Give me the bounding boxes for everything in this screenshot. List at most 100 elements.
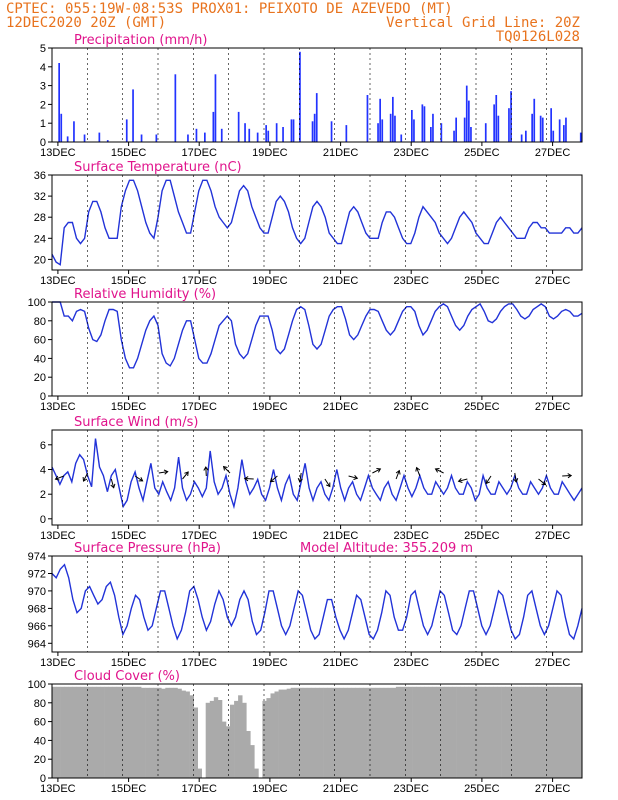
precip-bar <box>345 125 348 142</box>
cloud-bar <box>286 688 292 778</box>
cloud-bar <box>246 731 251 778</box>
header-model: TQ0126L028 <box>496 29 580 45</box>
cloud-bar <box>294 687 300 778</box>
precip-bar <box>275 123 278 142</box>
cloud-bar <box>557 686 563 778</box>
y-tick-label: 20 <box>34 754 46 766</box>
cloud-bar <box>185 691 190 778</box>
header-grid-line: Vertical Grid Line: 20Z <box>386 15 580 31</box>
precip-bar <box>550 108 552 142</box>
x-tick-label: 27DEC <box>535 783 571 795</box>
x-tick-label: 25DEC <box>464 530 500 542</box>
cloud-bar <box>569 686 575 778</box>
cloud-bar <box>565 686 571 778</box>
y-tick-label: 60 <box>34 335 46 347</box>
wind-arrow <box>372 468 382 474</box>
precip-bar <box>106 140 109 142</box>
x-tick-label: 27DEC <box>535 657 571 669</box>
precip-bar <box>212 111 215 142</box>
precip-bar <box>525 130 527 142</box>
x-tick-label: 15DEC <box>111 530 147 542</box>
precip-bar <box>292 119 295 142</box>
cloud-bar <box>513 686 518 778</box>
cloud-bar <box>120 686 126 778</box>
precip-bar <box>430 127 432 142</box>
cloud-bar <box>387 687 393 778</box>
cloud-bar <box>464 686 470 778</box>
cloud-bar <box>310 687 316 778</box>
cloud-bar <box>578 686 583 778</box>
panel-precipitation: 0 1 2 3 4 5 13DEC 15DEC 17DEC 19DEC 21DEC 23DEC 25DE… <box>40 33 583 159</box>
cloud-bar <box>128 686 134 778</box>
precip-bar <box>411 110 413 142</box>
precip-bar <box>220 128 223 142</box>
precip-bar <box>541 117 544 142</box>
cloud-bar <box>561 686 567 778</box>
cloud-bar <box>68 686 73 778</box>
pressure-frame <box>51 555 583 653</box>
humidity-series-line <box>52 301 583 369</box>
y-tick-label: 974 <box>28 551 46 563</box>
precip-bar <box>83 134 86 142</box>
y-tick-label: 0 <box>40 137 46 149</box>
cloud-bar <box>549 686 554 778</box>
humidity-frame <box>51 301 583 397</box>
wind-arrow <box>269 475 278 483</box>
wind-arrow <box>297 472 303 483</box>
cloud-bar <box>60 686 65 778</box>
precip-bar <box>470 127 472 142</box>
cloud-bar <box>436 686 441 778</box>
y-tick-label: 972 <box>28 569 46 581</box>
y-tick-label: 2 <box>40 489 46 501</box>
precip-bar <box>248 128 251 142</box>
cloud-bar <box>428 686 433 778</box>
x-tick-label: 25DEC <box>464 147 500 159</box>
cloud-bar <box>371 687 376 778</box>
temperature-series-line <box>51 179 583 266</box>
x-tick-label: 17DEC <box>181 275 217 287</box>
cloud-bar <box>96 686 101 778</box>
precip-bar <box>73 121 75 142</box>
y-tick-label: 60 <box>34 717 46 729</box>
cloud-bar <box>444 686 449 778</box>
cloud-bar <box>145 687 150 778</box>
cloud-bar <box>173 687 178 778</box>
wind-arrow <box>434 468 444 474</box>
cloud-bar <box>420 686 425 778</box>
cloud-bar <box>161 688 166 778</box>
precipitation-title: Precipitation (mm/h) <box>74 33 207 48</box>
precip-bar <box>379 98 381 142</box>
precip-bar <box>299 51 301 142</box>
cloud-bar <box>92 686 97 778</box>
precip-bar <box>520 134 523 142</box>
cloud-bar <box>266 698 271 778</box>
precip-bar <box>497 115 500 142</box>
header-line1: CPTEC: 055:19W-08:53S PROX01: PEIXOTO DE… <box>6 1 453 17</box>
wind-arrow <box>134 475 144 482</box>
wind-arrow <box>203 466 209 477</box>
y-tick-label: 970 <box>28 586 46 598</box>
cloud-cover-title: Cloud Cover (%) <box>74 669 180 684</box>
cloud-bar <box>221 721 227 778</box>
precip-bar <box>465 85 468 142</box>
precip-bar <box>484 123 487 142</box>
cloud-bar <box>335 687 340 778</box>
panel-humidity: 0 20 40 60 80 100 13DEC 15DEC 17DEC 19DEC 21DEC 23D… <box>28 287 583 413</box>
precip-bar <box>204 132 206 142</box>
cloud-bar <box>509 686 514 778</box>
cloud-bar <box>545 686 550 778</box>
x-tick-label: 27DEC <box>535 401 571 413</box>
cloud-bar <box>412 686 417 778</box>
precip-bar <box>495 95 498 142</box>
wind-arrow <box>395 469 401 480</box>
cloud-bar <box>238 695 243 778</box>
precip-bar <box>531 113 533 142</box>
cloud-bar <box>416 686 421 778</box>
cloud-bar <box>84 686 89 778</box>
cloud-bar <box>505 686 510 778</box>
precip-bar <box>510 91 512 142</box>
precip-bar <box>565 117 567 142</box>
cloud-bar <box>230 704 235 778</box>
cloud-bar <box>440 686 445 778</box>
precip-bar <box>66 136 69 142</box>
